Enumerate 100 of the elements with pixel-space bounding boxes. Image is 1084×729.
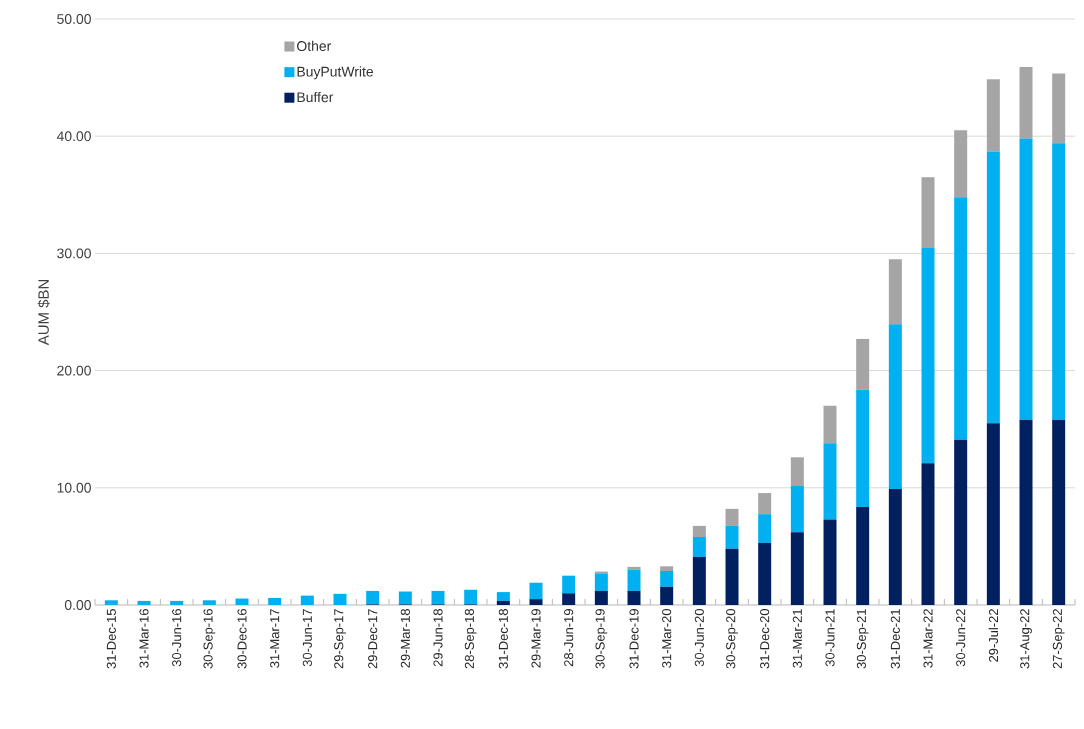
bar <box>856 389 870 508</box>
bar <box>594 590 608 605</box>
bar <box>986 423 1000 605</box>
x-tick-label: 29-Dec-17 <box>368 609 378 669</box>
bar <box>921 248 935 464</box>
bar <box>725 508 739 526</box>
bar <box>725 525 739 549</box>
x-tick-label: 30-Jun-17 <box>302 609 312 667</box>
x-tick-label: 30-Jun-22 <box>956 609 966 667</box>
bar <box>823 405 837 444</box>
x-tick-label: 30-Dec-16 <box>237 609 247 669</box>
x-tick-label: 30-Sep-21 <box>856 609 869 669</box>
x-tick-label: 31-Dec-21 <box>890 609 900 669</box>
bar <box>823 443 837 520</box>
bar <box>790 457 804 487</box>
bar <box>1052 143 1066 420</box>
bar <box>202 600 216 605</box>
bar <box>1052 419 1066 605</box>
x-tick-label: 31-Aug-22 <box>1020 609 1032 669</box>
x-tick-label: 30-Jun-20 <box>694 609 704 667</box>
bar <box>954 197 968 440</box>
x-tick-label: 29-Mar-19 <box>531 609 541 668</box>
y-tick-label: 40.00 <box>56 131 91 142</box>
x-tick-label: 31-Dec-19 <box>629 609 639 669</box>
bar <box>856 507 870 605</box>
x-tick-label: 30-Jun-16 <box>172 609 182 667</box>
x-tick-label: 31-Mar-17 <box>270 609 280 668</box>
bar <box>562 593 576 605</box>
bar <box>790 532 804 605</box>
x-tick-label: 29-Mar-18 <box>400 609 410 668</box>
x-tick-label: 27-Sep-22 <box>1052 609 1065 669</box>
bar <box>562 575 576 594</box>
legend-label: Other <box>297 40 332 51</box>
y-axis-title: AUM $BN <box>37 280 50 346</box>
x-tick-label: 31-Mar-16 <box>139 609 149 668</box>
bar <box>300 595 314 605</box>
x-tick-label: 29-Jun-18 <box>433 609 443 667</box>
bar <box>660 586 674 605</box>
bar <box>627 566 641 570</box>
bar <box>692 537 706 557</box>
x-tick-label: 31-Dec-20 <box>760 609 770 669</box>
bar <box>398 591 412 605</box>
bar <box>692 525 706 538</box>
bar <box>856 338 870 390</box>
legend-label: Buffer <box>297 91 334 103</box>
bar <box>137 600 151 605</box>
x-tick-label: 31-Mar-20 <box>662 609 672 668</box>
x-tick-label: 28-Jun-19 <box>564 609 574 667</box>
bar <box>464 589 478 605</box>
bar <box>496 592 510 601</box>
legend-label: BuyPutWrite <box>297 66 374 80</box>
x-tick-label: 29-Sep-17 <box>334 609 346 669</box>
bar <box>268 597 282 605</box>
bar <box>431 590 445 605</box>
bar <box>1019 67 1033 139</box>
bar <box>758 514 772 543</box>
bar <box>790 486 804 533</box>
bar <box>888 488 902 605</box>
bar <box>104 600 118 605</box>
bar <box>235 598 249 605</box>
bar <box>986 151 1000 424</box>
bar <box>627 569 641 591</box>
bar <box>954 130 968 198</box>
bar <box>921 463 935 605</box>
bar <box>986 79 1000 152</box>
bar <box>660 566 674 571</box>
y-tick-label: 10.00 <box>57 482 91 493</box>
bar <box>660 571 674 587</box>
bar <box>1019 138 1033 420</box>
y-tick-label: 50.00 <box>57 14 91 24</box>
x-tick-label: 30-Sep-16 <box>203 609 216 669</box>
x-tick-label: 28-Sep-18 <box>464 609 477 669</box>
bar <box>594 573 608 591</box>
x-tick-label: 30-Jun-21 <box>825 609 835 667</box>
bar <box>692 556 706 605</box>
y-tick-label: 0.00 <box>64 600 91 610</box>
x-tick-label: 29-Jul-22 <box>988 609 999 662</box>
bar <box>366 590 380 605</box>
x-tick-label: 31-Dec-18 <box>498 609 508 669</box>
bar <box>758 542 772 605</box>
bar <box>333 593 347 605</box>
x-tick-label: 30-Sep-20 <box>726 609 738 669</box>
bar <box>954 439 968 605</box>
bar <box>1019 419 1033 605</box>
bar <box>627 590 641 605</box>
bar <box>529 582 543 600</box>
bar <box>921 177 935 249</box>
y-tick-label: 20.00 <box>57 365 91 376</box>
bar <box>725 548 739 605</box>
bar <box>1052 73 1066 144</box>
x-tick-label: 31-Dec-15 <box>106 609 116 669</box>
bar <box>888 324 902 489</box>
bar <box>888 259 902 325</box>
x-tick-label: 30-Sep-19 <box>595 609 608 669</box>
bar <box>758 493 772 515</box>
bar <box>170 600 184 605</box>
x-tick-label: 31-Mar-21 <box>792 609 802 668</box>
x-tick-label: 31-Mar-22 <box>923 609 933 668</box>
y-tick-label: 30.00 <box>57 248 91 259</box>
bar <box>496 600 510 605</box>
